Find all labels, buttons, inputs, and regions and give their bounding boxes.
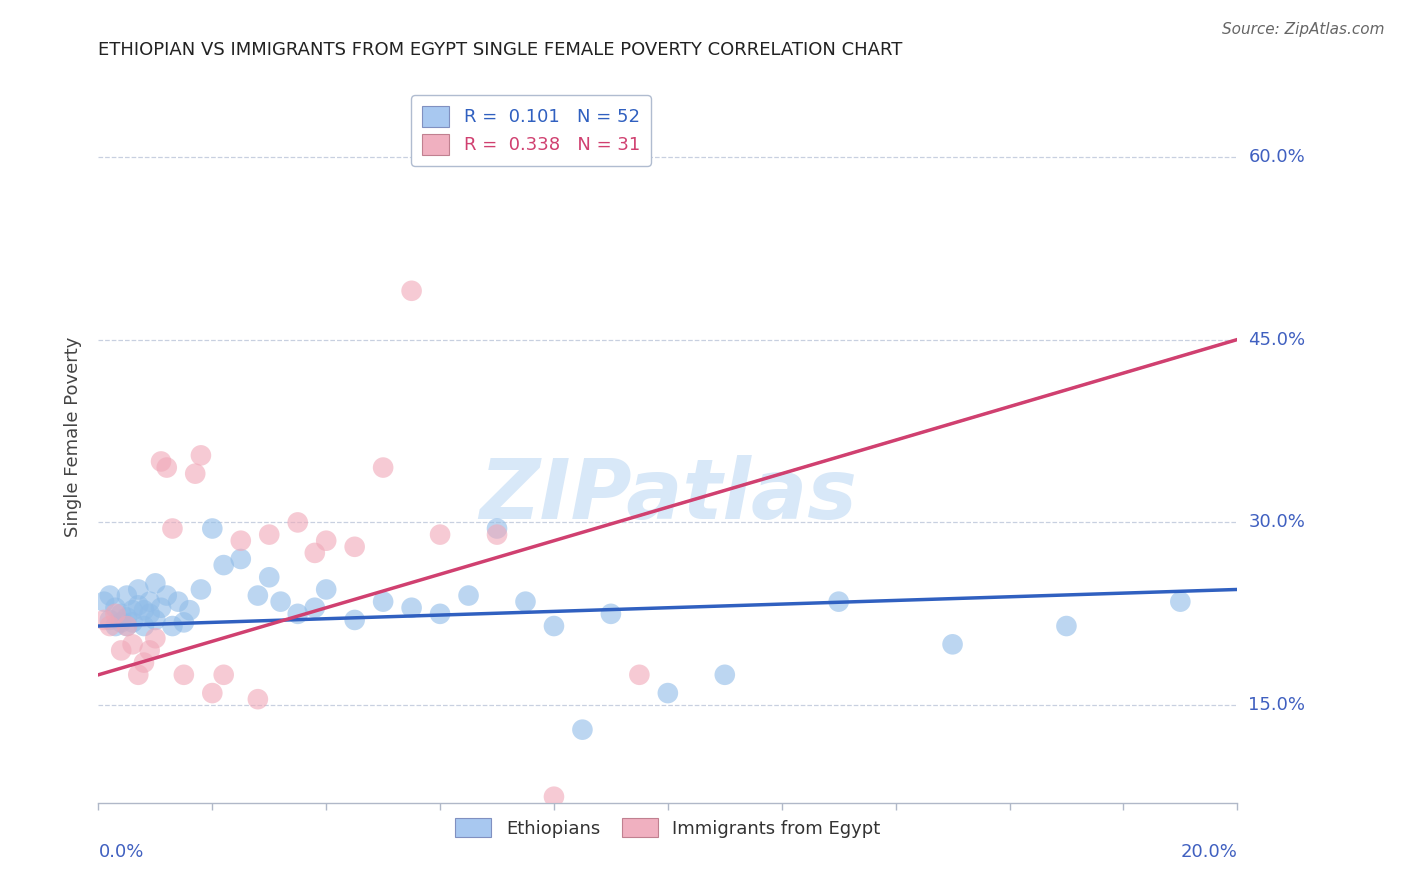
Point — [373, 460, 395, 475]
Point — [1170, 595, 1192, 609]
Point — [515, 595, 537, 609]
Point — [145, 632, 167, 646]
Point — [315, 582, 337, 597]
Point — [600, 607, 623, 621]
Text: 60.0%: 60.0% — [1249, 148, 1305, 166]
Point — [543, 789, 565, 804]
Point — [121, 637, 143, 651]
Point — [98, 619, 121, 633]
Point — [628, 667, 651, 682]
Y-axis label: Single Female Poverty: Single Female Poverty — [65, 337, 83, 537]
Point — [270, 595, 292, 609]
Point — [145, 613, 167, 627]
Point — [287, 516, 309, 530]
Point — [190, 582, 212, 597]
Point — [167, 595, 190, 609]
Point — [115, 619, 138, 633]
Point — [104, 607, 127, 621]
Point — [343, 613, 366, 627]
Point — [315, 533, 337, 548]
Point — [162, 521, 184, 535]
Text: 15.0%: 15.0% — [1249, 697, 1305, 714]
Point — [115, 610, 138, 624]
Point — [132, 619, 155, 633]
Point — [1056, 619, 1078, 633]
Point — [657, 686, 679, 700]
Point — [457, 589, 479, 603]
Point — [132, 603, 155, 617]
Point — [229, 533, 252, 548]
Text: 45.0%: 45.0% — [1249, 331, 1306, 349]
Text: ETHIOPIAN VS IMMIGRANTS FROM EGYPT SINGLE FEMALE POVERTY CORRELATION CHART: ETHIOPIAN VS IMMIGRANTS FROM EGYPT SINGL… — [98, 41, 903, 59]
Point — [246, 692, 269, 706]
Point — [156, 460, 179, 475]
Point — [138, 595, 160, 609]
Point — [138, 643, 160, 657]
Point — [127, 667, 149, 682]
Legend: Ethiopians, Immigrants from Egypt: Ethiopians, Immigrants from Egypt — [449, 811, 887, 845]
Point — [145, 576, 167, 591]
Point — [121, 615, 143, 630]
Point — [104, 619, 127, 633]
Text: Source: ZipAtlas.com: Source: ZipAtlas.com — [1222, 22, 1385, 37]
Point — [150, 600, 173, 615]
Point — [486, 527, 509, 541]
Point — [942, 637, 965, 651]
Point — [150, 454, 173, 468]
Text: 30.0%: 30.0% — [1249, 514, 1305, 532]
Text: 0.0%: 0.0% — [98, 843, 143, 861]
Point — [229, 552, 252, 566]
Point — [287, 607, 309, 621]
Text: ZIPatlas: ZIPatlas — [479, 455, 856, 536]
Point — [162, 619, 184, 633]
Point — [429, 527, 451, 541]
Point — [343, 540, 366, 554]
Point — [304, 546, 326, 560]
Point — [246, 589, 269, 603]
Point — [486, 521, 509, 535]
Point — [259, 527, 281, 541]
Point — [212, 558, 235, 573]
Point — [259, 570, 281, 584]
Point — [201, 686, 224, 700]
Point — [304, 600, 326, 615]
Point — [401, 284, 423, 298]
Point — [156, 589, 179, 603]
Point — [98, 589, 121, 603]
Point — [179, 603, 201, 617]
Point — [110, 643, 132, 657]
Point — [115, 589, 138, 603]
Point — [173, 615, 195, 630]
Point — [429, 607, 451, 621]
Point — [401, 600, 423, 615]
Point — [138, 607, 160, 621]
Point — [132, 656, 155, 670]
Point — [201, 521, 224, 535]
Point — [127, 582, 149, 597]
Point — [190, 449, 212, 463]
Point — [110, 615, 132, 630]
Point — [110, 607, 132, 621]
Point — [184, 467, 207, 481]
Point — [828, 595, 851, 609]
Text: 20.0%: 20.0% — [1181, 843, 1237, 861]
Point — [127, 599, 149, 613]
Point — [93, 613, 115, 627]
Point — [98, 613, 121, 627]
Point — [373, 595, 395, 609]
Point — [104, 600, 127, 615]
Point — [571, 723, 593, 737]
Point — [93, 595, 115, 609]
Point — [173, 667, 195, 682]
Point — [714, 667, 737, 682]
Point — [121, 603, 143, 617]
Point — [543, 619, 565, 633]
Point — [212, 667, 235, 682]
Point — [115, 619, 138, 633]
